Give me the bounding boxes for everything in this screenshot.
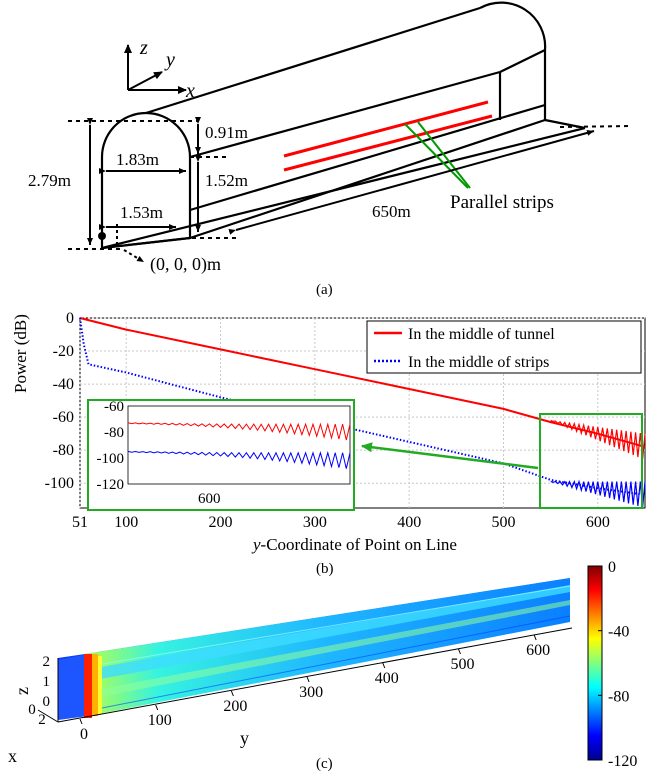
y-tick-label-c: 600 — [526, 642, 550, 659]
y-tick-label: -20 — [53, 343, 74, 360]
origin-point — [98, 232, 106, 240]
x-tick-label: 200 — [209, 514, 233, 531]
y-tick-label: -100 — [45, 475, 74, 492]
inset-series-tunnel — [127, 422, 351, 441]
x-tick-label: 400 — [397, 514, 421, 531]
inset-plot: -60 -80 -100 -120 600 — [87, 399, 355, 511]
y-tick-mark — [306, 676, 310, 683]
origin-label: (0, 0, 0)m — [150, 254, 221, 275]
series-oscillation-strips — [550, 479, 646, 508]
x-tick-label-c: 2 — [38, 712, 46, 728]
inset-y-tick-label: -120 — [97, 477, 125, 493]
axis-z-label: z — [139, 37, 148, 59]
legend-label-tunnel: In the middle of tunnel — [408, 326, 555, 343]
z-ticks: 2 1 0 — [43, 654, 51, 710]
y-tick-label: -60 — [53, 409, 74, 426]
y-tick-mark — [155, 704, 159, 711]
wall-height-label: 1.52m — [205, 171, 248, 190]
panel-a: z y x — [28, 1, 633, 298]
length-label: 650m — [372, 202, 411, 221]
strips-label: Parallel strips — [450, 192, 554, 213]
z-tick-label-c: 2 — [43, 654, 51, 670]
zoom-box — [539, 413, 643, 509]
y-tick-label: -80 — [53, 442, 74, 459]
strip-line — [283, 100, 489, 158]
y-tick-label-c: 300 — [299, 684, 323, 701]
y-tick-mark — [230, 690, 234, 697]
colorbar-tick-label: -40 — [608, 624, 629, 641]
z-tick-label-c: 1 — [43, 674, 51, 690]
x-tick-label-c: 0 — [28, 702, 36, 718]
y-tick-mark — [79, 718, 83, 725]
colorbar-tick-label: -80 — [608, 688, 629, 705]
x-tick-label: 500 — [492, 514, 516, 531]
inset-y-tick-label: -100 — [97, 451, 125, 467]
y-tick-mark — [457, 648, 461, 655]
width-label: 1.83m — [116, 150, 159, 169]
y-tick-mark — [533, 634, 537, 641]
zoom-arrow — [361, 442, 539, 470]
y-axis-label: Power (dB) — [11, 314, 30, 393]
panel-b: 51 100 200 300 400 500 600 0 -20 -40 -60 -80 -100 In… — [11, 310, 646, 577]
axis-x-label: x — [185, 80, 195, 102]
y-tick-mark — [382, 662, 386, 669]
inset-y-tick-label: -80 — [104, 425, 124, 441]
z-tick-label-c: 0 — [43, 694, 51, 710]
height-total-label: 2.79m — [28, 171, 71, 190]
legend: In the middle of tunnel In the middle of… — [366, 320, 642, 374]
caption-c: (c) — [316, 756, 333, 772]
x-ticks: 02 — [28, 702, 46, 728]
arch-height-label: 0.91m — [205, 123, 248, 142]
caption-b: (b) — [316, 561, 334, 577]
coordinate-axes-icon — [124, 44, 187, 94]
series-oscillation-tunnel — [550, 419, 646, 460]
colorbar — [587, 565, 603, 761]
offset-label: 1.53m — [120, 203, 163, 222]
colorbar-tick-label: -120 — [608, 753, 637, 770]
ticks: 51 100 200 300 400 500 600 0 -20 -40 -60 -80 -100 — [45, 310, 610, 531]
y-tick-label-c: 0 — [80, 726, 88, 743]
colorbar-tick-label: 0 — [608, 559, 616, 576]
inset-series-strips — [127, 450, 351, 469]
extension-line — [559, 125, 633, 128]
y-tick-label: -40 — [53, 376, 74, 393]
length-dimension-line — [228, 129, 595, 235]
y-ticks: 0 100 200 300 400 500 600 — [79, 634, 550, 743]
x-tick-label: 600 — [586, 514, 610, 531]
y-tick-label-c: 400 — [375, 670, 399, 687]
y-axis-label-c: y — [240, 728, 249, 748]
colorbar-ticks: 0 -40 -80 -120 — [598, 559, 637, 770]
y-tick-label-c: 100 — [148, 712, 172, 729]
y-tick-label-c: 200 — [223, 698, 247, 715]
inset-y-tick-label: -60 — [104, 399, 124, 415]
x-tick-label: 51 — [72, 514, 88, 531]
x-axis-label: y-Coordinate of Point on Line — [251, 535, 457, 554]
inset-xtick: 600 — [198, 491, 221, 507]
y-tick-label: 0 — [66, 310, 74, 327]
axis-y-label: y — [164, 49, 175, 71]
x-tick-label: 300 — [303, 514, 327, 531]
origin-pointer — [123, 249, 145, 263]
axes-3d — [37, 627, 573, 723]
x-axis-label-c: x — [8, 746, 17, 766]
tunnel-heatmap — [58, 578, 571, 720]
y-tick-label-c: 500 — [450, 656, 474, 673]
legend-label-strips: In the middle of strips — [408, 354, 549, 371]
caption-a: (a) — [316, 282, 333, 298]
strip-line — [283, 114, 493, 172]
z-axis-label-c: z — [12, 687, 32, 695]
x-tick-label: 100 — [114, 514, 138, 531]
